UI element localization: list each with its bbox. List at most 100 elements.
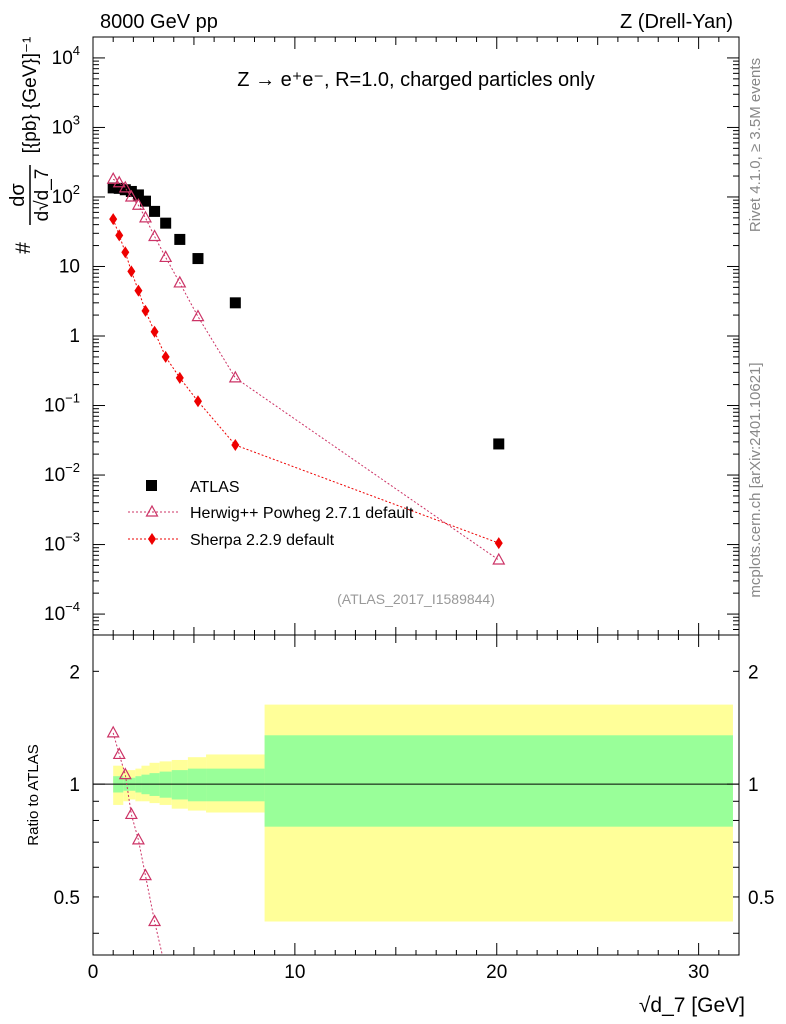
ratio-frame bbox=[92, 634, 740, 956]
main-y-tick-label: 10−2 bbox=[44, 460, 80, 486]
sherpa-data-point bbox=[115, 229, 124, 242]
sherpa-data-point bbox=[121, 246, 130, 259]
main-y-tick-base: 10 bbox=[52, 117, 73, 138]
main-y-tick-base: 10 bbox=[52, 48, 73, 69]
herwig-data-point bbox=[112, 175, 126, 188]
ratio-herwig-point bbox=[112, 747, 126, 760]
x-tick-label: 20 bbox=[486, 962, 507, 983]
herwig-data-point bbox=[138, 210, 153, 223]
ratio-y-tick-label: 2 bbox=[69, 662, 80, 683]
ratio-herwig-point bbox=[124, 807, 138, 820]
sherpa-data-point bbox=[193, 395, 202, 408]
x-tick-label: 30 bbox=[688, 962, 709, 983]
legend-atlas-marker bbox=[146, 480, 157, 491]
main-plot-title: Z → e⁺e⁻, R=1.0, charged particles only bbox=[237, 69, 594, 91]
legend-herwig-label: Herwig++ Powheg 2.7.1 default bbox=[190, 505, 414, 522]
ratio-panel: 0.5 0.5 1 1 2 2 0 10 20 30 Ratio to ATLAS √d_7 [… bbox=[25, 634, 774, 1017]
atlas-data-point bbox=[192, 253, 204, 265]
ratio-x-tick-labels: 0 10 20 30 bbox=[88, 962, 709, 983]
y-label-hash: # bbox=[12, 242, 35, 254]
y-label-denominator: d√d_7 bbox=[32, 169, 53, 222]
main-y-tick-exponent: −3 bbox=[65, 530, 80, 545]
atlas-data-point bbox=[174, 233, 186, 245]
herwig-data-point bbox=[118, 180, 132, 193]
legend-item-sherpa: Sherpa 2.2.9 default bbox=[128, 532, 335, 549]
rivet-version-label: Rivet 4.1.0, ≥ 3.5M events bbox=[747, 58, 764, 232]
sherpa-data-point bbox=[127, 265, 136, 278]
legend: ATLAS Herwig++ Powheg 2.7.1 default Sher… bbox=[128, 479, 414, 549]
main-y-tick-label: 102 bbox=[52, 182, 80, 208]
ratio-herwig-point bbox=[148, 914, 162, 927]
x-tick-label: 10 bbox=[284, 962, 305, 983]
main-y-tick-exponent: −4 bbox=[65, 599, 80, 614]
header-left-title: 8000 GeV pp bbox=[100, 11, 218, 33]
herwig-data-point bbox=[148, 229, 162, 242]
legend-herwig-marker bbox=[145, 504, 159, 517]
herwig-data-point bbox=[173, 275, 187, 288]
main-y-tick-exponent: −2 bbox=[65, 460, 80, 475]
main-y-tick-label: 10−3 bbox=[44, 530, 80, 556]
main-y-tick-base: 10 bbox=[44, 465, 65, 486]
ratio-y-tick-label: 1 bbox=[69, 775, 80, 796]
herwig-data-point bbox=[492, 552, 506, 565]
main-y-tick-exponent: −1 bbox=[65, 391, 80, 406]
atlas-data-point bbox=[107, 182, 119, 194]
atlas-data-point bbox=[139, 195, 151, 207]
main-y-tick-base: 1 bbox=[69, 326, 80, 347]
herwig-data-point bbox=[124, 189, 138, 202]
ratio-inner-band bbox=[171, 770, 188, 800]
ratio-herwig-point bbox=[131, 832, 145, 845]
atlas-data-point bbox=[229, 297, 241, 309]
ratio-y-axis-label: Ratio to ATLAS bbox=[25, 744, 42, 845]
main-y-tick-exponent: 3 bbox=[73, 112, 80, 127]
analysis-watermark: (ATLAS_2017_I1589844) bbox=[337, 591, 495, 607]
atlas-data-point bbox=[132, 189, 144, 201]
legend-item-herwig: Herwig++ Powheg 2.7.1 default bbox=[128, 504, 414, 522]
main-y-tick-base: 10 bbox=[44, 604, 65, 625]
sherpa-data-point bbox=[494, 537, 503, 550]
main-series-line-2 bbox=[112, 218, 499, 544]
legend-atlas-label: ATLAS bbox=[190, 479, 240, 496]
legend-sherpa-marker bbox=[148, 533, 156, 545]
main-y-tick-label: 104 bbox=[52, 43, 80, 69]
legend-sherpa-label: Sherpa 2.2.9 default bbox=[190, 532, 335, 549]
main-y-tick-label: 10−1 bbox=[44, 391, 80, 417]
ratio-inner-band bbox=[206, 768, 265, 802]
ratio-inner-band bbox=[264, 735, 733, 827]
herwig-data-point bbox=[191, 309, 205, 322]
ratio-herwig-point bbox=[138, 868, 153, 881]
ratio-herwig-point bbox=[118, 767, 132, 780]
main-series-layer bbox=[106, 171, 506, 565]
herwig-data-point bbox=[106, 171, 120, 184]
ratio-series-line-0 bbox=[112, 732, 163, 955]
ratio-y-tick-label-right: 1 bbox=[748, 775, 759, 796]
herwig-data-point bbox=[159, 250, 173, 263]
main-y-tick-base: 10 bbox=[44, 535, 65, 556]
atlas-data-point bbox=[149, 205, 161, 217]
sherpa-data-point bbox=[150, 325, 159, 338]
ratio-series-layer bbox=[106, 725, 163, 955]
main-y-tick-label: 1 bbox=[69, 326, 80, 347]
ratio-herwig-point bbox=[106, 725, 120, 738]
ratio-inner-band bbox=[187, 768, 207, 802]
x-tick-label: 0 bbox=[88, 962, 99, 983]
main-y-tick-label: 10−4 bbox=[44, 599, 80, 625]
legend-item-atlas: ATLAS bbox=[146, 479, 240, 496]
atlas-data-point bbox=[160, 217, 172, 229]
main-series-line-1 bbox=[112, 178, 500, 561]
main-axis-ticks bbox=[92, 36, 740, 636]
y-label-numerator: dσ bbox=[7, 183, 29, 207]
main-y-tick-label: 103 bbox=[52, 112, 80, 138]
main-y-axis-label: # dσ d√d_7 [{pb} {GeV}]⁻¹ bbox=[7, 37, 53, 254]
x-axis-label: √d_7 [GeV] bbox=[639, 994, 745, 1017]
ratio-y-tick-label-right: 0.5 bbox=[748, 888, 774, 909]
herwig-data-point bbox=[228, 370, 242, 383]
sherpa-data-point bbox=[134, 284, 143, 297]
main-y-tick-base: 10 bbox=[52, 187, 73, 208]
sherpa-data-point bbox=[161, 350, 170, 363]
ratio-y-tick-label-right: 2 bbox=[748, 662, 759, 683]
atlas-data-point bbox=[113, 182, 125, 194]
ratio-y-tick-label: 0.5 bbox=[54, 888, 80, 909]
